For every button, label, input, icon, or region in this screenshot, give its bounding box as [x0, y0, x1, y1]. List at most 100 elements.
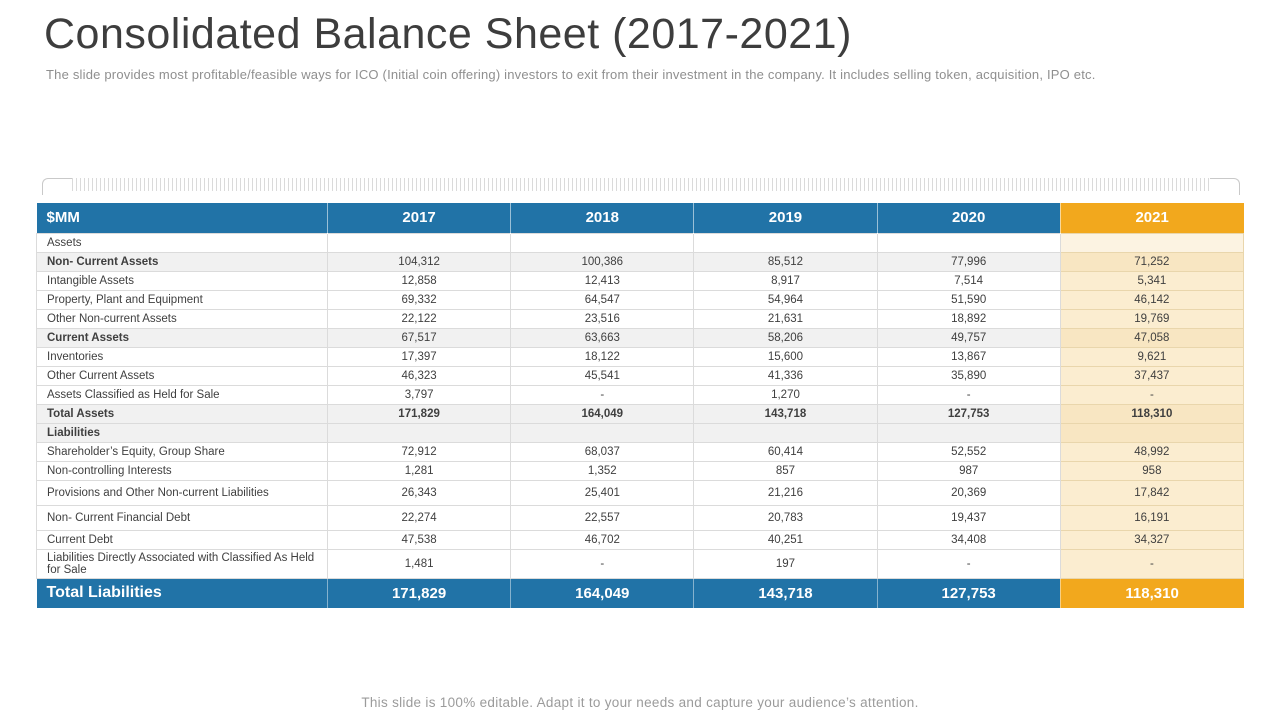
value-cell: 40,251: [693, 529, 878, 550]
value-cell: 34,408: [876, 529, 1061, 550]
row-label: Other Non-current Assets: [36, 308, 328, 329]
value-cell: 118,310: [1059, 578, 1244, 608]
page-title: Consolidated Balance Sheet (2017-2021): [44, 10, 852, 58]
value-cell: 68,037: [510, 441, 695, 462]
row-label: Other Current Assets: [36, 365, 328, 386]
value-cell: 118,310: [1059, 403, 1245, 424]
row-label: Non- Current Financial Debt: [36, 504, 328, 531]
row-label: Non- Current Assets: [36, 251, 328, 272]
value-cell: 18,892: [876, 308, 1061, 329]
table-row: Intangible Assets 12,858 12,413 8,917 7,514 5…: [36, 270, 1245, 291]
row-label: Total Liabilities: [36, 578, 328, 608]
value-cell: [326, 232, 512, 253]
row-label: Shareholder’s Equity, Group Share: [36, 441, 328, 462]
table-row: Non- Current Financial Debt 22,274 22,557 2…: [36, 504, 1245, 531]
table-row: Current Assets 67,517 63,663 58,206 49,757 47…: [36, 327, 1245, 348]
value-cell: 49,757: [876, 327, 1061, 348]
value-cell: 58,206: [693, 327, 878, 348]
value-cell: -: [510, 384, 695, 405]
table-row: Other Current Assets 46,323 45,541 41,336 35…: [36, 365, 1245, 386]
value-cell: 72,912: [326, 441, 512, 462]
year-header-2019: 2019: [693, 203, 878, 233]
value-cell: 100,386: [510, 251, 695, 272]
table-row: Provisions and Other Non-current Liabili…: [36, 479, 1245, 506]
value-cell: 171,829: [326, 578, 511, 608]
table-header-row: $MM 2017 2018 2019 2020 2021: [36, 203, 1244, 233]
value-cell: 958: [1059, 460, 1245, 481]
value-cell: 127,753: [876, 578, 1061, 608]
value-cell: 64,547: [510, 289, 695, 310]
value-cell: 69,332: [326, 289, 512, 310]
value-cell: 164,049: [510, 403, 695, 424]
value-cell: [876, 422, 1061, 443]
table-row: Total Liabilities 171,829 164,049 143,718 12…: [36, 578, 1244, 608]
value-cell: 34,327: [1059, 529, 1245, 550]
value-cell: 16,191: [1059, 504, 1245, 531]
value-cell: -: [876, 548, 1061, 579]
table-body: Assets Non- Current Assets 104,312 100,386 8…: [36, 232, 1245, 608]
value-cell: 8,917: [693, 270, 878, 291]
value-cell: 20,783: [693, 504, 878, 531]
value-cell: 22,557: [510, 504, 695, 531]
year-header-2018: 2018: [510, 203, 694, 233]
value-cell: [1059, 422, 1245, 443]
table-row: Inventories 17,397 18,122 15,600 13,867 9,621: [36, 346, 1245, 367]
row-label: Property, Plant and Equipment: [36, 289, 328, 310]
row-label: Assets Classified as Held for Sale: [36, 384, 328, 405]
value-cell: [693, 232, 878, 253]
value-cell: 1,352: [510, 460, 695, 481]
value-cell: 19,769: [1059, 308, 1245, 329]
value-cell: -: [1059, 384, 1245, 405]
row-label: Current Debt: [36, 529, 328, 550]
value-cell: 857: [693, 460, 878, 481]
value-cell: 20,369: [876, 479, 1061, 506]
value-cell: 197: [693, 548, 878, 579]
value-cell: -: [876, 384, 1061, 405]
value-cell: [876, 232, 1061, 253]
value-cell: 85,512: [693, 251, 878, 272]
value-cell: 71,252: [1059, 251, 1245, 272]
table-row: Property, Plant and Equipment 69,332 64,54…: [36, 289, 1245, 310]
table-row: Liabilities: [36, 422, 1245, 443]
value-cell: 46,702: [510, 529, 695, 550]
decorative-ruler: [42, 178, 1240, 196]
table-row: Assets: [36, 232, 1245, 253]
ruler-right-corner: [1210, 178, 1240, 195]
value-cell: 23,516: [510, 308, 695, 329]
value-cell: 143,718: [693, 403, 878, 424]
value-cell: 54,964: [693, 289, 878, 310]
value-cell: 22,122: [326, 308, 512, 329]
value-cell: 1,281: [326, 460, 512, 481]
value-cell: 987: [876, 460, 1061, 481]
value-cell: [693, 422, 878, 443]
value-cell: 17,842: [1059, 479, 1245, 506]
value-cell: 47,538: [326, 529, 512, 550]
value-cell: [510, 422, 695, 443]
value-cell: 13,867: [876, 346, 1061, 367]
year-header-2017: 2017: [326, 203, 511, 233]
table-row: Current Debt 47,538 46,702 40,251 34,408 34,3…: [36, 529, 1245, 550]
value-cell: 41,336: [693, 365, 878, 386]
row-label: Current Assets: [36, 327, 328, 348]
value-cell: 18,122: [510, 346, 695, 367]
value-cell: 25,401: [510, 479, 695, 506]
value-cell: 45,541: [510, 365, 695, 386]
table-row: Total Assets 171,829 164,049 143,718 127,753…: [36, 403, 1245, 424]
value-cell: 5,341: [1059, 270, 1245, 291]
footer-note: This slide is 100% editable. Adapt it to…: [361, 695, 919, 710]
row-label: Liabilities Directly Associated with Cla…: [36, 548, 328, 579]
value-cell: 22,274: [326, 504, 512, 531]
table-row: Shareholder’s Equity, Group Share 72,912 6…: [36, 441, 1245, 462]
table-row: Non- Current Assets 104,312 100,386 85,512 7…: [36, 251, 1245, 272]
value-cell: 67,517: [326, 327, 512, 348]
ruler-tick-strip: [72, 178, 1210, 191]
value-cell: 46,323: [326, 365, 512, 386]
value-cell: 7,514: [876, 270, 1061, 291]
page-subtitle: The slide provides most profitable/feasi…: [46, 67, 1096, 82]
value-cell: 104,312: [326, 251, 512, 272]
value-cell: -: [1059, 548, 1245, 579]
value-cell: [326, 422, 512, 443]
year-header-2021: 2021: [1059, 203, 1244, 233]
value-cell: [1059, 232, 1245, 253]
balance-sheet-table: $MM 2017 2018 2019 2020 2021 Assets Non- Curr…: [36, 203, 1245, 608]
